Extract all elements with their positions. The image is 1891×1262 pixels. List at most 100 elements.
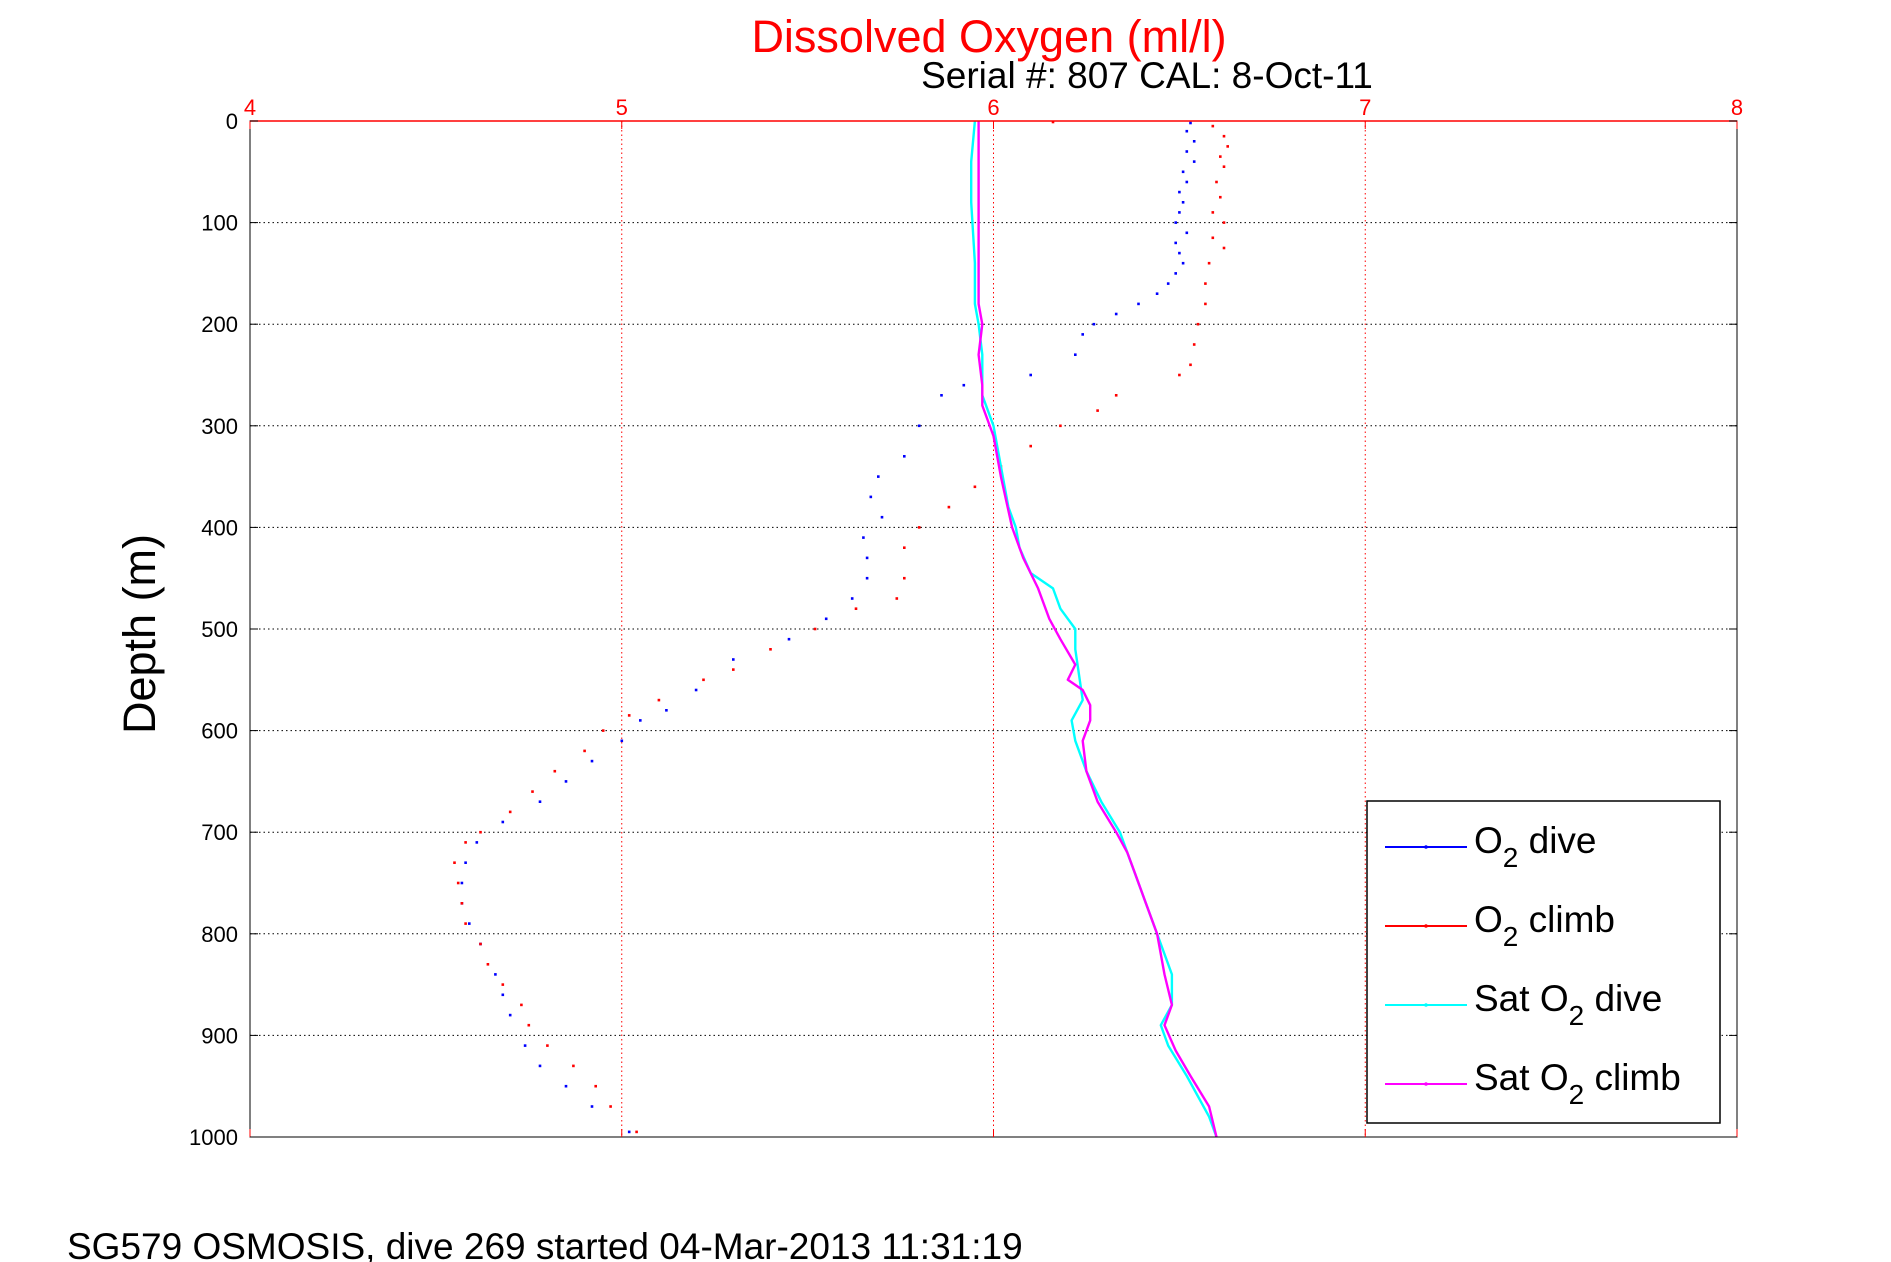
data-point [479, 942, 482, 946]
data-point [1178, 190, 1181, 194]
y-tick-label: 700 [201, 820, 238, 845]
data-point [508, 810, 512, 814]
data-point [1114, 394, 1118, 397]
data-series [453, 120, 1229, 1138]
data-point [903, 546, 906, 549]
data-point [494, 973, 497, 976]
data-point [639, 719, 642, 722]
data-point [1222, 246, 1226, 250]
data-point [453, 861, 456, 864]
legend-label: O2 climb [1474, 899, 1615, 952]
data-point [1185, 129, 1189, 133]
data-point [865, 576, 869, 580]
data-point [508, 1013, 512, 1017]
data-point [880, 515, 884, 519]
dive-info-footer: SG579 OSMOSIS, dive 269 started 04-Mar-2… [67, 1226, 1023, 1262]
legend-label: Sat O2 dive [1474, 978, 1662, 1031]
data-point [1196, 322, 1200, 326]
data-point [627, 1130, 631, 1134]
data-point [531, 790, 534, 793]
legend-marker [1424, 845, 1428, 849]
data-point [1211, 124, 1215, 128]
data-point [665, 709, 668, 712]
data-point [620, 739, 624, 743]
data-point [460, 881, 464, 885]
data-point [877, 475, 880, 478]
data-point [940, 394, 943, 397]
data-point [464, 922, 467, 925]
y-tick-label: 1000 [189, 1125, 238, 1150]
data-point [1178, 373, 1181, 377]
data-point [553, 769, 557, 773]
data-point [1081, 333, 1084, 336]
data-point [564, 780, 568, 783]
data-point [1178, 211, 1181, 214]
data-point [1181, 261, 1185, 265]
x-axis: 4 5 6 7 8 [244, 95, 1743, 1137]
data-point [917, 424, 921, 428]
data-point [1155, 292, 1159, 295]
x-tick-label: 6 [987, 95, 999, 120]
data-point [1185, 180, 1189, 184]
data-point [527, 1023, 531, 1027]
data-point [1174, 241, 1177, 245]
data-point [1181, 170, 1185, 174]
data-point [468, 922, 471, 925]
data-point [635, 1130, 638, 1134]
data-point [590, 759, 594, 763]
data-point [564, 1084, 568, 1088]
data-point [1207, 261, 1211, 265]
x-tick-label: 7 [1359, 95, 1371, 120]
data-point [1114, 312, 1118, 316]
data-point [538, 800, 542, 803]
data-point [895, 597, 899, 600]
data-point [590, 1105, 594, 1108]
data-point [1174, 221, 1177, 224]
data-point [1074, 353, 1077, 356]
legend-label: Sat O2 climb [1474, 1057, 1681, 1110]
data-point [1204, 302, 1207, 306]
data-point [769, 648, 772, 651]
data-point [1215, 180, 1218, 184]
data-point [1092, 322, 1096, 326]
data-point [475, 841, 479, 844]
data-point [1222, 165, 1226, 168]
data-point [1059, 424, 1062, 428]
data-point [787, 637, 791, 641]
y-tick-label: 0 [226, 109, 238, 134]
data-point [694, 688, 698, 692]
data-point [1096, 409, 1099, 412]
chart-subtitle: Serial #: 807 CAL: 8-Oct-11 [921, 55, 1373, 96]
data-point [1029, 444, 1032, 448]
data-point [1166, 282, 1170, 285]
y-tick-label: 900 [201, 1023, 238, 1048]
data-point [1192, 140, 1196, 143]
data-point [1185, 150, 1189, 153]
data-point [538, 1064, 542, 1068]
grid-lines [250, 121, 1737, 1137]
data-point [1181, 201, 1185, 204]
data-point [1219, 155, 1222, 158]
y-tick-label: 500 [201, 617, 238, 642]
data-point [1029, 373, 1032, 377]
data-point [1189, 121, 1192, 125]
data-point [572, 1064, 575, 1068]
y-axis: 0 100 200 300 400 500 600 700 800 900 1000 [189, 109, 1737, 1150]
data-point [1192, 343, 1196, 346]
data-point [486, 963, 490, 966]
data-point [523, 1044, 527, 1047]
data-point [850, 597, 854, 600]
data-point [464, 841, 467, 844]
x-tick-label: 8 [1731, 95, 1743, 120]
data-point [702, 678, 705, 682]
data-point [1192, 160, 1196, 163]
data-point [1174, 272, 1177, 275]
data-point [594, 1084, 597, 1088]
data-point [1137, 302, 1140, 306]
data-point [869, 495, 873, 499]
data-point [464, 861, 467, 864]
data-point [501, 993, 505, 997]
data-point [456, 881, 460, 885]
data-point [1219, 195, 1222, 199]
